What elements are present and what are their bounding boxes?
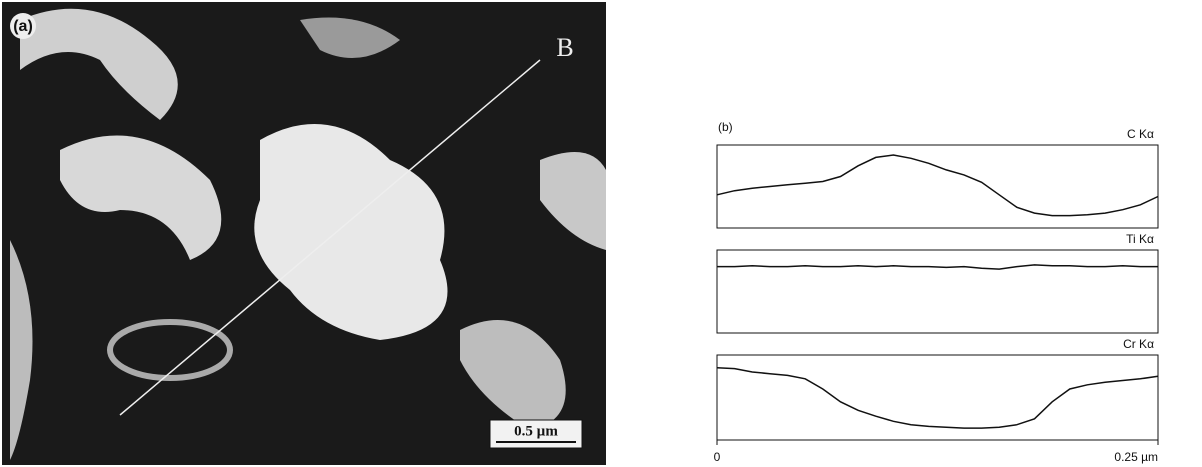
line-trace xyxy=(716,367,1159,429)
panel-label: (b) xyxy=(718,120,733,134)
scale-bar-box xyxy=(489,419,583,449)
line-trace xyxy=(717,264,1158,270)
line-trace xyxy=(716,154,1159,217)
plot-frame xyxy=(716,144,1159,229)
particle xyxy=(300,17,400,58)
particle xyxy=(20,8,178,120)
particle xyxy=(10,240,33,460)
legend-label: C Kα xyxy=(1127,127,1154,141)
legend-label: Ti Kα xyxy=(1126,232,1154,246)
plot-frame xyxy=(716,249,1159,334)
particle xyxy=(540,152,606,250)
plot-frame xyxy=(716,354,1159,441)
particle xyxy=(60,135,222,260)
legend-label: Cr Kα xyxy=(1123,337,1154,351)
label-disc xyxy=(10,13,36,39)
x-tick-label: 0 xyxy=(714,450,721,464)
scale-bar-label: 0.5 µm xyxy=(514,423,558,439)
panel-label: (a) xyxy=(13,18,33,35)
x-tick-label: 0.25 µm xyxy=(1114,450,1158,464)
sem-image: (a) B 0.5 µm xyxy=(2,2,606,465)
particle xyxy=(107,319,233,381)
scan-line xyxy=(119,59,541,416)
particle xyxy=(460,320,566,430)
point-label: B xyxy=(556,33,573,62)
particle xyxy=(254,124,448,340)
